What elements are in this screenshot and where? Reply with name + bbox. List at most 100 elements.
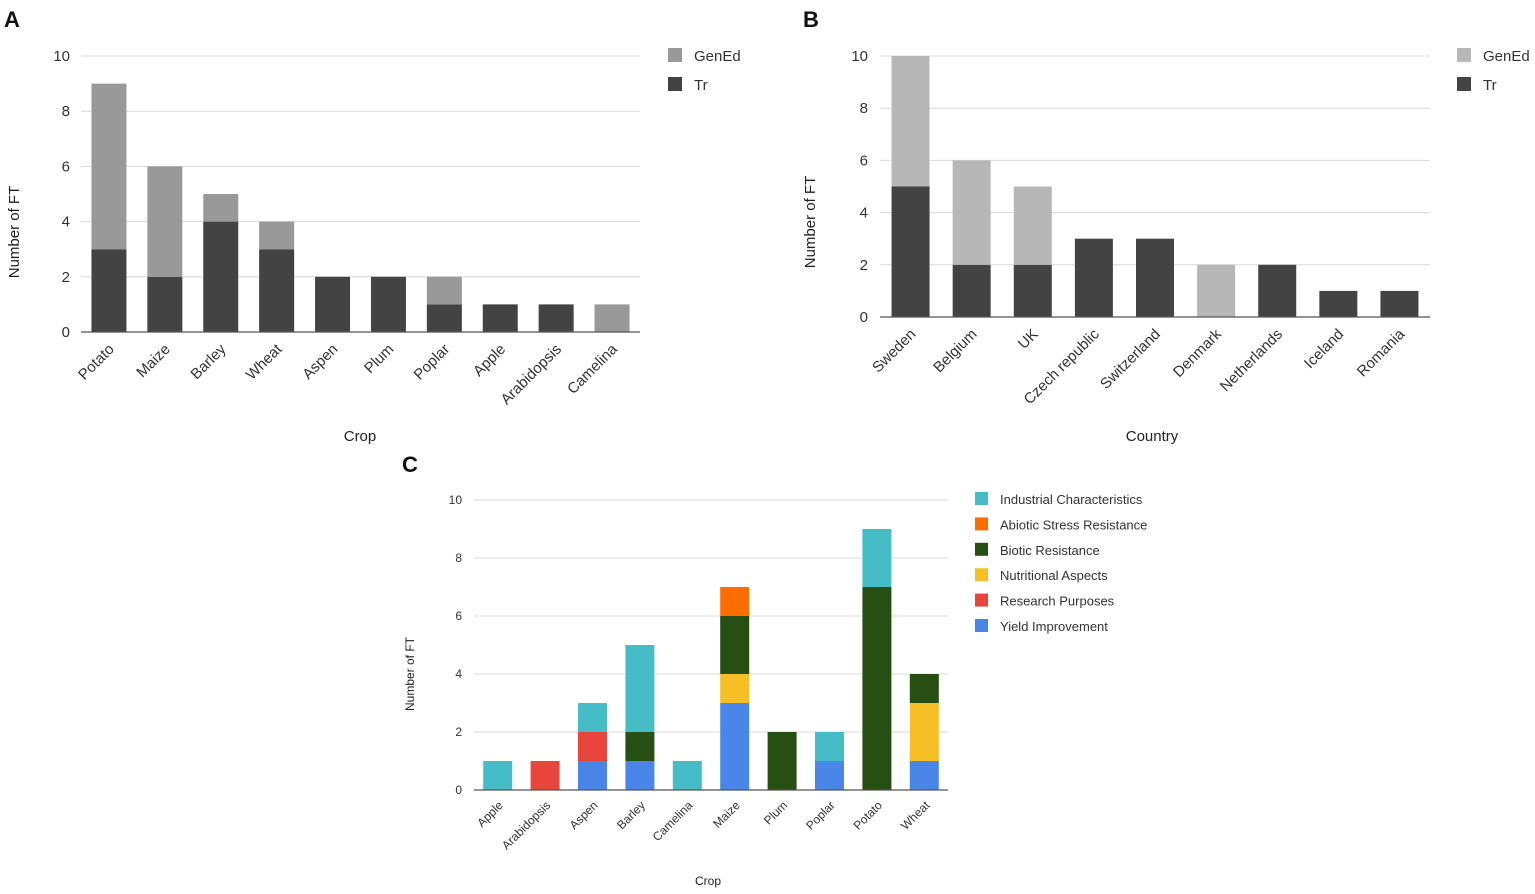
bar-gened: [1013, 186, 1052, 265]
legend-swatch: [975, 542, 988, 556]
legend-swatch: [975, 492, 988, 505]
bar-gened: [1197, 264, 1236, 317]
y-tick-label: 8: [455, 551, 462, 565]
x-tick-label: Plum: [361, 341, 397, 377]
bar-tr: [370, 276, 406, 332]
bar-yield-improvement: [720, 703, 750, 790]
y-tick-label: 6: [860, 152, 868, 169]
bar-industrial-characteristics: [862, 529, 892, 587]
x-tick-label: Arabidopsis: [499, 798, 553, 852]
legend-label: Tr: [1483, 77, 1497, 94]
x-tick-label: Maize: [133, 341, 173, 381]
bar-tr: [482, 304, 518, 332]
x-tick-label: Aspen: [567, 798, 601, 832]
legend-swatch: [668, 48, 682, 62]
legend-swatch: [975, 517, 988, 531]
bar-tr: [1136, 238, 1174, 317]
x-tick-label: Wheat: [243, 340, 286, 383]
bar-biotic-resistance: [862, 587, 892, 790]
legend-swatch: [668, 77, 682, 91]
bar-tr: [1380, 290, 1419, 317]
y-tick-label: 0: [455, 783, 462, 797]
legend-swatch: [1457, 77, 1471, 91]
bar-yield-improvement: [909, 761, 939, 790]
bar-tr: [1074, 238, 1113, 317]
y-tick-label: 4: [860, 205, 868, 222]
y-axis-title: Number of FT: [802, 176, 819, 269]
bar-tr: [147, 276, 183, 332]
legend-label: GenEd: [1483, 48, 1530, 65]
y-tick-label: 2: [860, 257, 868, 274]
bar-industrial-characteristics: [625, 645, 655, 732]
bar-gened: [594, 304, 630, 332]
y-tick-label: 4: [62, 214, 70, 231]
bar-biotic-resistance: [767, 732, 797, 790]
x-tick-label: Poplar: [803, 798, 837, 832]
y-axis-title: Number of FT: [6, 186, 23, 279]
bar-gened: [203, 194, 239, 222]
x-tick-label: Belgium: [930, 326, 980, 376]
x-tick-label: Aspen: [299, 341, 341, 383]
bar-industrial-characteristics: [672, 761, 702, 790]
y-tick-label: 10: [851, 48, 868, 65]
bar-nutritional-aspects: [720, 674, 750, 703]
bar-gened: [147, 166, 183, 277]
x-tick-label: Apple: [470, 341, 509, 380]
bar-research-purposes: [578, 732, 607, 761]
bar-yield-improvement: [625, 761, 655, 790]
bar-nutritional-aspects: [909, 703, 939, 761]
legend-swatch: [975, 568, 988, 582]
bar-industrial-characteristics: [578, 703, 607, 732]
bar-gened: [891, 56, 930, 187]
bar-gened: [259, 221, 295, 250]
bar-tr: [426, 304, 462, 332]
bar-abiotic-stress-resistance: [720, 587, 750, 616]
bar-tr: [538, 304, 574, 332]
x-axis-title: Country: [1126, 428, 1179, 445]
x-tick-label: Poplar: [410, 341, 453, 384]
legend-label: Tr: [694, 77, 708, 94]
y-axis-title: Number of FT: [403, 636, 417, 711]
legend-label: Abiotic Stress Resistance: [1000, 517, 1147, 532]
panel-c: C Crop Number of FT 0 2 4 6 8 10 AppleArabidop…: [402, 452, 1147, 888]
y-tick-label: 8: [62, 103, 70, 120]
panel-letter-a: A: [4, 7, 20, 32]
bar-yield-improvement: [815, 761, 844, 790]
x-tick-label: Barley: [614, 798, 648, 832]
y-tick-label: 10: [53, 48, 70, 65]
y-tick-label: 2: [62, 269, 70, 286]
bar-yield-improvement: [578, 761, 607, 790]
legend-label: Industrial Characteristics: [1000, 492, 1143, 507]
legend-swatch: [975, 619, 988, 632]
y-tick-label: 0: [62, 324, 70, 341]
bar-tr: [952, 264, 991, 317]
bar-tr: [259, 249, 295, 332]
panel-a: A Crop Number of FT 0 2 4 6 8 10 Potato Maize Ba…: [4, 7, 741, 445]
x-tick-label: Plum: [761, 798, 790, 827]
bar-tr: [91, 249, 127, 332]
x-tick-label: Potato: [75, 341, 118, 384]
y-tick-label: 6: [455, 609, 462, 623]
x-tick-label: Denmark: [1170, 325, 1225, 380]
x-axis-title: Crop: [695, 874, 721, 888]
bar-industrial-characteristics: [815, 732, 844, 761]
legend-label: Research Purposes: [1000, 594, 1115, 609]
x-tick-label: Netherlands: [1217, 326, 1286, 395]
bar-biotic-resistance: [720, 616, 750, 674]
y-tick-label: 2: [455, 725, 462, 739]
y-tick-label: 6: [62, 158, 70, 175]
x-tick-label: Arabidopsis: [498, 341, 565, 408]
x-tick-label: Camelina: [564, 340, 621, 397]
y-tick-label: 4: [455, 667, 462, 681]
bar-gened: [91, 83, 127, 250]
bar-research-purposes: [530, 761, 560, 790]
legend-label: Nutritional Aspects: [1000, 568, 1108, 583]
bar-tr: [1258, 264, 1297, 317]
x-tick-label: Romania: [1354, 325, 1409, 380]
x-tick-label: Maize: [710, 798, 743, 831]
x-tick-label: UK: [1015, 326, 1042, 353]
bar-biotic-resistance: [625, 732, 655, 761]
panel-letter-c: C: [402, 452, 418, 477]
legend-swatch: [1457, 48, 1471, 62]
